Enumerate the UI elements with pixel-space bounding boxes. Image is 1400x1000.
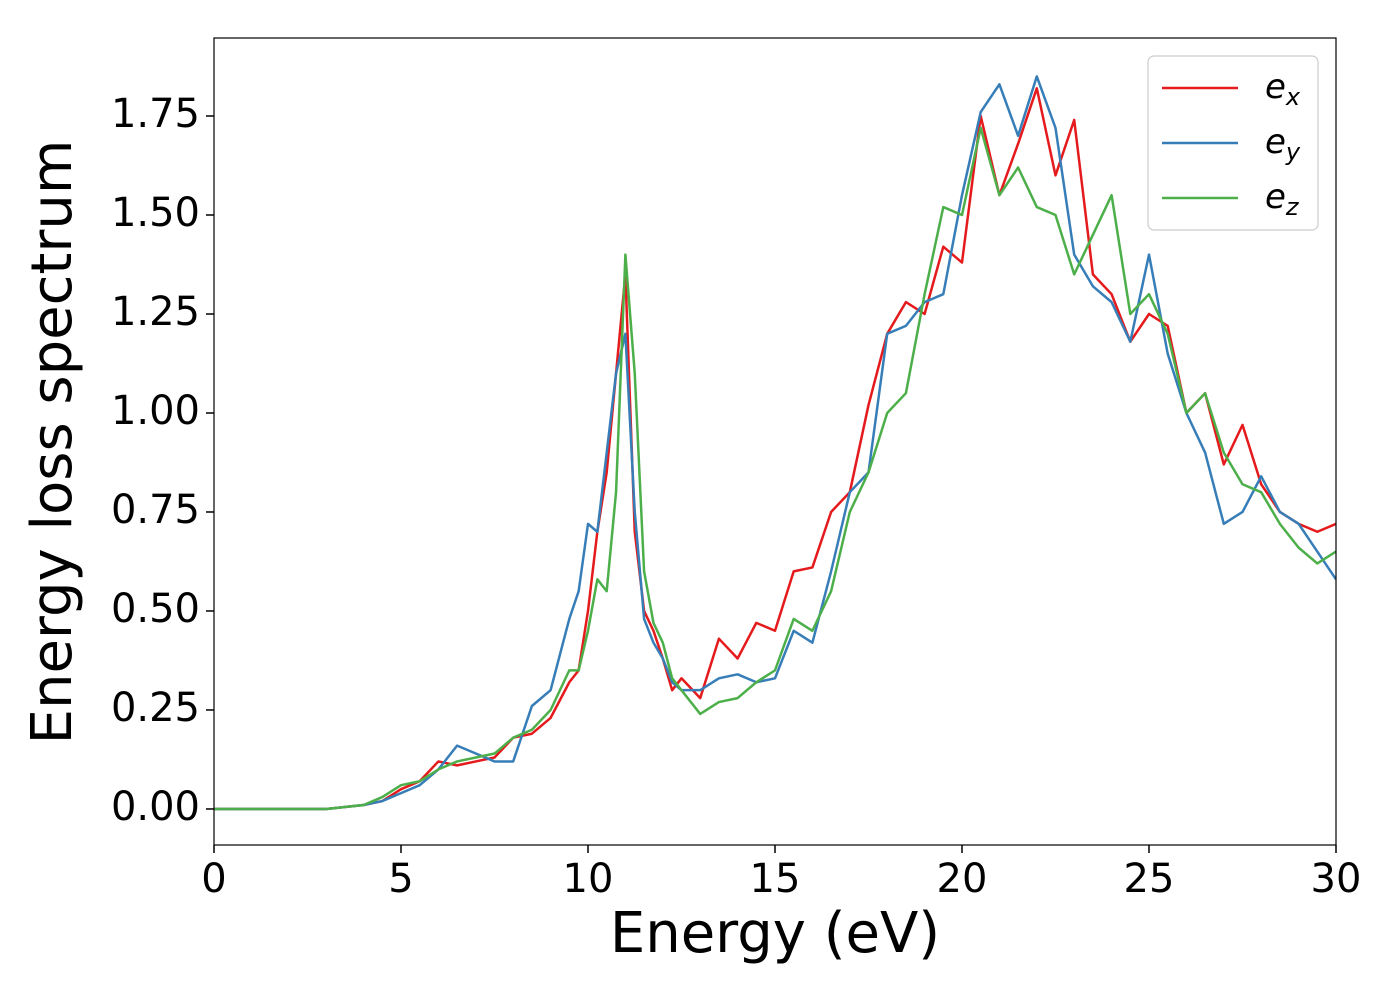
series-line (214, 87, 1336, 811)
y-tick-label: 1.50 (111, 190, 200, 236)
x-tick-label: 10 (563, 856, 614, 902)
series-line (214, 126, 1336, 811)
x-tick-label: 15 (750, 856, 801, 902)
y-tick-label: 1.75 (111, 91, 200, 137)
x-tick-label: 25 (1124, 856, 1175, 902)
y-axis-label: Energy loss spectrum (20, 140, 85, 745)
legend-label: ex (1265, 67, 1301, 112)
x-tick-label: 5 (388, 856, 413, 902)
plot-lines (214, 75, 1336, 811)
plot-frame (213, 37, 1337, 846)
x-tick-label: 0 (201, 856, 226, 902)
y-tick-label: 1.25 (111, 289, 200, 335)
y-tick-label: 0.75 (111, 487, 200, 533)
x-axis-label: Energy (eV) (610, 901, 940, 966)
y-tick-label: 0.25 (111, 685, 200, 731)
x-tick-label: 20 (937, 856, 988, 902)
x-tick-label: 30 (1311, 856, 1362, 902)
y-tick-label: 1.00 (111, 388, 200, 434)
legend-label: ez (1265, 177, 1300, 222)
y-tick-label: 0.50 (111, 586, 200, 632)
legend-label: ey (1265, 122, 1301, 167)
y-tick-label: 0.00 (111, 784, 200, 830)
